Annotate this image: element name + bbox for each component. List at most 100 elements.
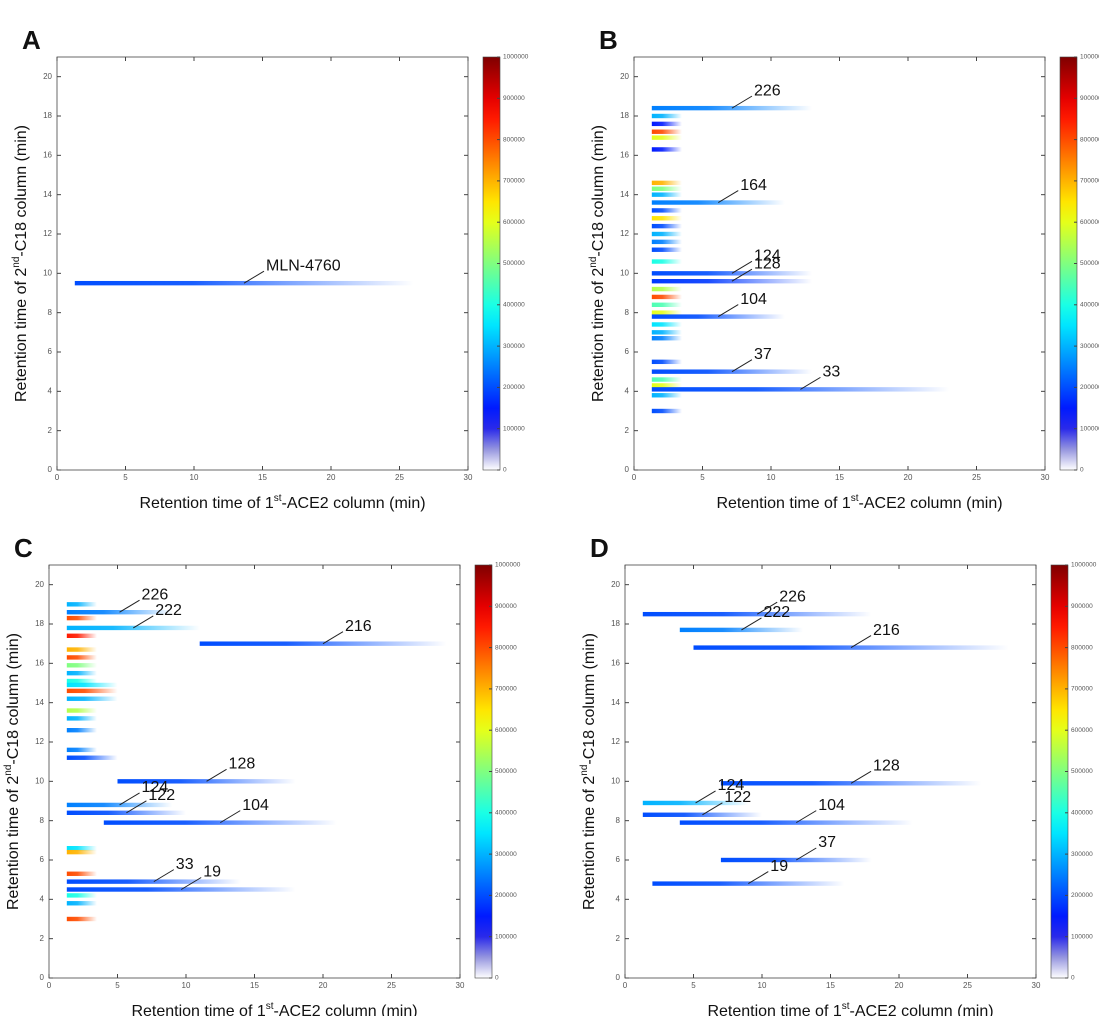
annotation: 122 — [148, 787, 175, 804]
x-tick-label: 30 — [464, 473, 473, 482]
colorbar-tick-label: 200000 — [503, 384, 525, 391]
colorbar-tick-label: 600000 — [1080, 219, 1099, 226]
y-axis-label: Retention time of 2nd-C18 column (min) — [11, 125, 30, 402]
colorbar-tick-label: 800000 — [503, 136, 525, 143]
streak — [651, 330, 682, 335]
x-axis-label-part: Retention time of 1 — [716, 495, 850, 512]
streak — [651, 105, 813, 111]
annotation-leader — [219, 810, 241, 824]
colorbar-tick-label: 400000 — [503, 302, 525, 309]
y-tick-label: 6 — [616, 855, 621, 864]
colorbar-tick-label: 0 — [1080, 467, 1084, 474]
y-tick-label: 16 — [35, 658, 44, 667]
x-axis-label: Retention time of 1st-ACE2 column (min) — [707, 1001, 993, 1016]
annotation-leader — [748, 871, 769, 885]
streak — [66, 916, 97, 922]
streak — [66, 802, 173, 808]
x-tick-label: 20 — [895, 981, 904, 990]
x-tick-label: 30 — [456, 981, 465, 990]
streak — [66, 696, 118, 701]
x-tick-label: 20 — [319, 981, 328, 990]
y-tick-label: 8 — [625, 308, 630, 317]
streak — [66, 663, 97, 668]
colorbar-tick-label: 1000000 — [503, 54, 529, 61]
streak — [66, 655, 97, 660]
streak — [651, 239, 682, 245]
x-axis-label-part: st — [274, 493, 282, 504]
streak — [651, 383, 682, 388]
annotation: 104 — [818, 797, 845, 814]
x-tick-label: 25 — [972, 473, 981, 482]
streak — [651, 408, 682, 414]
streak — [66, 647, 97, 652]
annotation: 104 — [242, 797, 269, 814]
colorbar-tick-label: 800000 — [1071, 644, 1093, 651]
y-tick-label: 8 — [48, 308, 53, 317]
y-tick-label: 4 — [616, 894, 621, 903]
colorbar-tick-label: 600000 — [1071, 727, 1093, 734]
y-axis-label: Retention time of 2nd-C18 column (min) — [588, 125, 607, 402]
x-tick-label: 10 — [190, 473, 199, 482]
streak — [66, 901, 97, 906]
y-tick-label: 6 — [625, 347, 630, 356]
streak — [66, 688, 118, 694]
y-axis-label: Retention time of 2nd-C18 column (min) — [3, 633, 22, 910]
annotation-leader — [731, 268, 753, 282]
colorbar-tick-label: 200000 — [495, 892, 517, 899]
colorbar-tick-label: 400000 — [1071, 810, 1093, 817]
x-axis-label-part: st — [851, 493, 859, 504]
annotation-leader — [731, 95, 753, 109]
y-tick-label: 20 — [620, 72, 629, 81]
colorbar-tick-label: 1000000 — [1071, 562, 1097, 569]
y-tick-label: 20 — [43, 72, 52, 81]
x-axis-label-part: -ACE2 column (min) — [859, 495, 1003, 512]
y-tick-label: 14 — [620, 190, 629, 199]
annotation: 222 — [763, 604, 790, 621]
annotation: 128 — [229, 756, 256, 773]
panel: C 0 5 10 15 20 25 30 0 2 4 6 8 10 12 14 16 18 20 Retention … — [3, 533, 521, 1016]
colorbar-tick-label: 100000 — [495, 933, 517, 940]
annotation: 124 — [754, 248, 781, 265]
y-tick-label: 10 — [43, 268, 52, 277]
colorbar-tick-label: 800000 — [495, 644, 517, 651]
streak — [651, 377, 682, 382]
annotation-leader — [119, 792, 140, 806]
streak — [66, 747, 97, 753]
x-tick-label: 0 — [632, 473, 637, 482]
annotation-leader — [741, 617, 762, 631]
x-tick-label: 5 — [691, 981, 696, 990]
y-tick-label: 12 — [35, 737, 44, 746]
colorbar-tick-label: 900000 — [1080, 95, 1099, 102]
streak — [651, 271, 813, 276]
streak — [651, 336, 682, 341]
streak — [66, 849, 97, 855]
colorbar-tick-label: 300000 — [1080, 343, 1099, 350]
y-tick-label: 18 — [35, 619, 44, 628]
streak — [66, 682, 118, 688]
x-tick-label: 0 — [623, 981, 628, 990]
annotation: 19 — [203, 864, 221, 881]
y-tick-label: 16 — [620, 150, 629, 159]
streak — [651, 223, 682, 229]
y-axis-label-part: nd — [3, 765, 14, 776]
x-tick-label: 30 — [1041, 473, 1050, 482]
streak — [679, 627, 804, 633]
x-axis-label: Retention time of 1st-ACE2 column (min) — [139, 493, 425, 512]
streak — [651, 186, 682, 191]
x-tick-label: 25 — [963, 981, 972, 990]
annotation-leader — [243, 270, 265, 284]
streak — [642, 800, 749, 806]
colorbar-tick-label: 400000 — [1080, 302, 1099, 309]
x-axis-label-part: Retention time of 1 — [139, 495, 273, 512]
annotation-leader — [795, 810, 817, 824]
colorbar-tick-label: 700000 — [1071, 686, 1093, 693]
streak — [74, 280, 414, 286]
annotation-leader — [731, 260, 753, 274]
x-tick-label: 20 — [904, 473, 913, 482]
y-axis-label-part: nd — [11, 257, 22, 268]
x-tick-label: 0 — [55, 473, 60, 482]
colorbar-tick-label: 500000 — [1080, 260, 1099, 267]
x-axis-label-part: -ACE2 column (min) — [274, 1003, 418, 1016]
colorbar-tick-label: 900000 — [495, 603, 517, 610]
